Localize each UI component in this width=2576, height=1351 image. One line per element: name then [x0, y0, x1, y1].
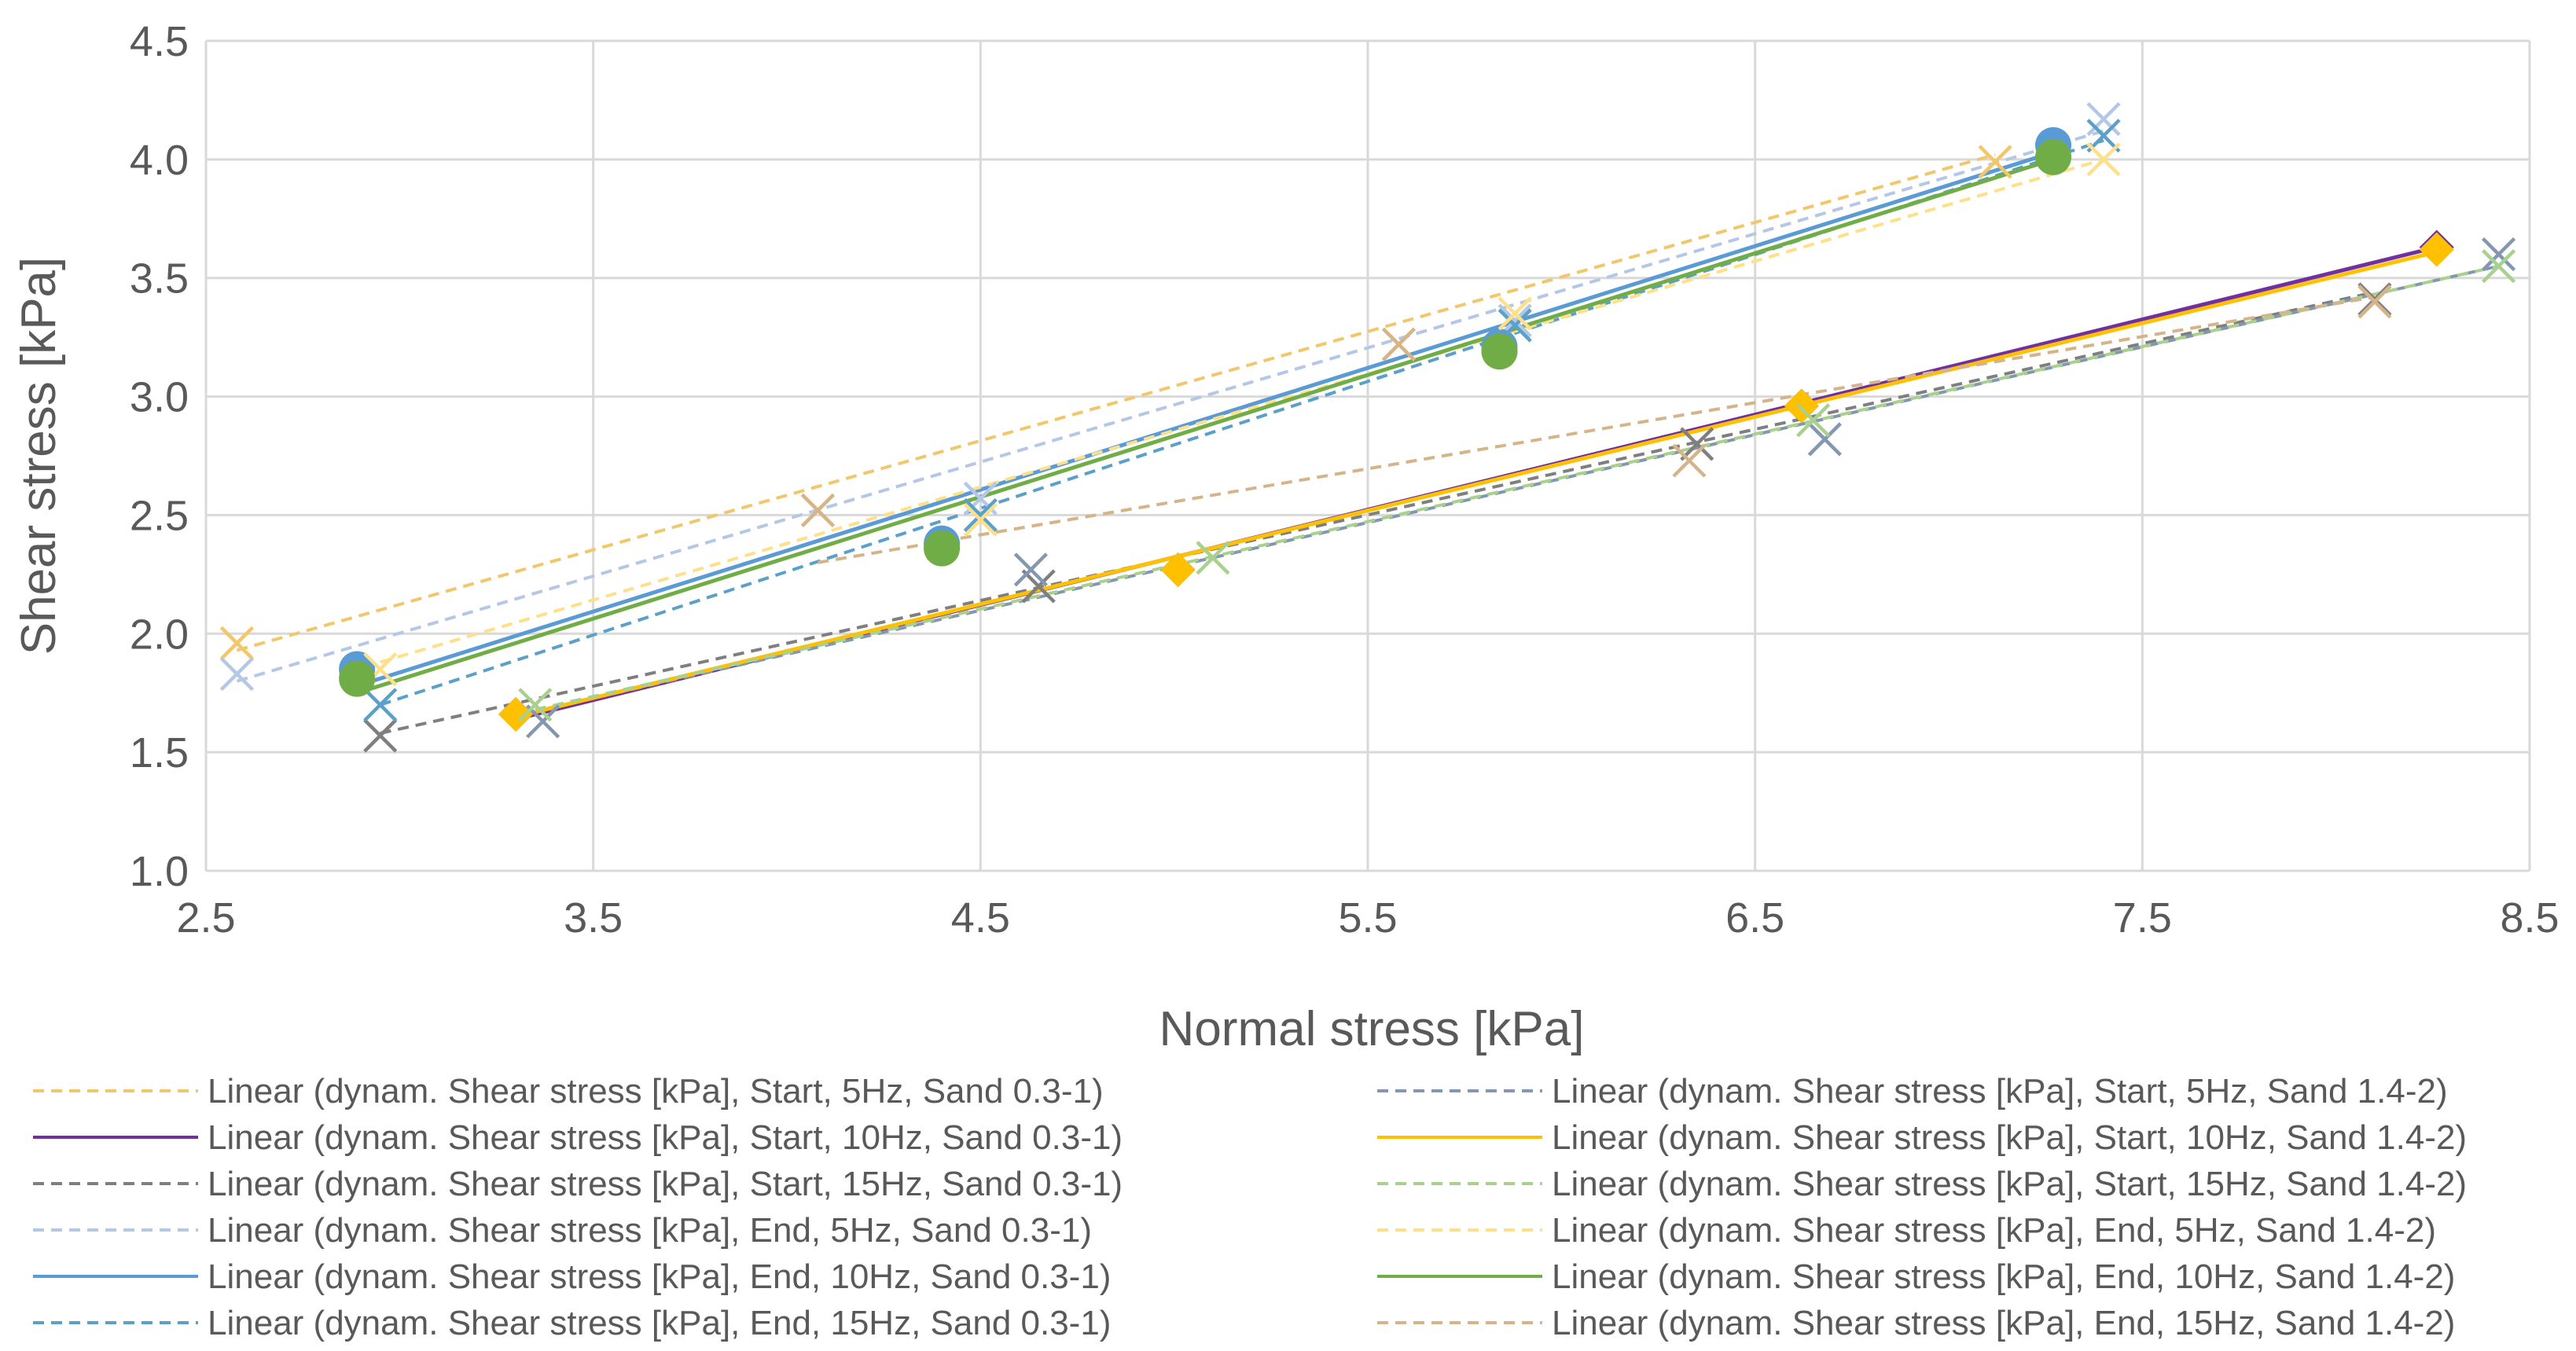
trendline	[236, 152, 1996, 652]
data-point-x	[526, 704, 560, 739]
y-tick-label: 1.0	[130, 848, 189, 895]
data-point-circle	[1481, 333, 1518, 370]
trendline	[380, 290, 2376, 735]
x-tick-label: 7.5	[2113, 894, 2172, 942]
trendline	[380, 157, 2104, 664]
y-tick-label: 1.5	[130, 729, 189, 776]
data-point-x	[1021, 569, 1056, 604]
legend-label: Linear (dynam. Shear stress [kPa], Start…	[208, 1072, 1104, 1111]
y-tick-label: 4.5	[130, 18, 189, 65]
data-point-circle	[2035, 138, 2072, 175]
legend-label: Linear (dynam. Shear stress [kPa], End, …	[1552, 1211, 2436, 1250]
legend-label: Linear (dynam. Shear stress [kPa], End, …	[208, 1211, 1092, 1250]
y-tick-label: 2.0	[130, 611, 189, 658]
data-point-x	[963, 497, 998, 533]
data-point-circle	[339, 660, 376, 697]
x-tick-label: 8.5	[2500, 894, 2559, 942]
legend-label: Linear (dynam. Shear stress [kPa], End, …	[1552, 1304, 2455, 1342]
trendline	[542, 264, 2500, 711]
data-point-circle	[924, 530, 961, 567]
y-tick-label: 2.5	[130, 492, 189, 539]
data-point-x	[1795, 403, 1831, 438]
data-point-x	[1196, 541, 1230, 575]
data-point-x	[2086, 142, 2121, 177]
x-tick-label: 5.5	[1338, 894, 1397, 942]
legend-label: Linear (dynam. Shear stress [kPa], Start…	[1552, 1118, 2467, 1157]
grid	[204, 39, 2531, 872]
data-point-x	[1381, 327, 1417, 362]
data-point-x	[1807, 422, 1842, 457]
legend-label: Linear (dynam. Shear stress [kPa], End, …	[208, 1304, 1111, 1342]
data-point-x	[363, 688, 398, 722]
data-point-x	[219, 656, 255, 692]
data-point-diamond	[498, 696, 534, 732]
data-point-x	[800, 493, 836, 527]
legend-label: Linear (dynam. Shear stress [kPa], Start…	[208, 1118, 1123, 1157]
y-tick-label: 4.0	[130, 137, 189, 184]
trendline	[535, 264, 2500, 711]
x-tick-label: 3.5	[564, 894, 623, 942]
y-axis-label: Shear stress [kPa]	[12, 257, 66, 655]
data-point-x	[2481, 237, 2516, 272]
data-point-diamond	[2419, 232, 2454, 267]
trendline	[356, 150, 2054, 688]
legend-label: Linear (dynam. Shear stress [kPa], Start…	[1552, 1072, 2448, 1111]
trendline	[236, 129, 2104, 683]
x-axis-label: Normal stress [kPa]	[1159, 1002, 1585, 1056]
data-point-x	[1013, 553, 1048, 587]
legend-label: Linear (dynam. Shear stress [kPa], Start…	[1552, 1165, 2467, 1203]
trendline	[818, 295, 2376, 564]
data-point-x	[518, 688, 553, 722]
x-tick-label: 6.5	[1725, 894, 1784, 942]
trendlines	[236, 129, 2500, 735]
data-point-x	[1978, 145, 2012, 179]
data-point-x	[1680, 427, 1714, 461]
legend-label: Linear (dynam. Shear stress [kPa], End, …	[208, 1257, 1111, 1296]
y-tick-label: 3.5	[130, 255, 189, 303]
data-point-x	[2086, 119, 2121, 153]
trendline	[515, 250, 2438, 719]
data-point-x	[2086, 101, 2121, 137]
data-point-x	[1672, 443, 1707, 478]
legend: Linear (dynam. Shear stress [kPa], Start…	[33, 1072, 2467, 1342]
y-tick-label: 3.0	[130, 374, 189, 421]
data-point-x	[2357, 285, 2392, 319]
data-point-diamond	[1784, 388, 1819, 424]
x-tick-label: 2.5	[176, 894, 235, 942]
legend-label: Linear (dynam. Shear stress [kPa], Start…	[208, 1165, 1123, 1203]
axis-ticks: 1.0 1.5 2.0 2.5 3.0 3.5 4.0 4.5 2.5 3.5 4.5 5.5 6.5 7…	[130, 18, 2559, 942]
data-point-x	[2481, 249, 2516, 284]
data-point-diamond	[1160, 552, 1196, 587]
data-markers	[219, 101, 2516, 753]
trendline	[356, 157, 2054, 696]
legend-label: Linear (dynam. Shear stress [kPa], End, …	[1552, 1257, 2455, 1296]
data-point-x	[1497, 296, 1532, 331]
data-point-x	[219, 626, 255, 660]
data-point-x	[363, 718, 398, 753]
data-point-x	[963, 502, 998, 538]
x-tick-label: 4.5	[951, 894, 1010, 942]
